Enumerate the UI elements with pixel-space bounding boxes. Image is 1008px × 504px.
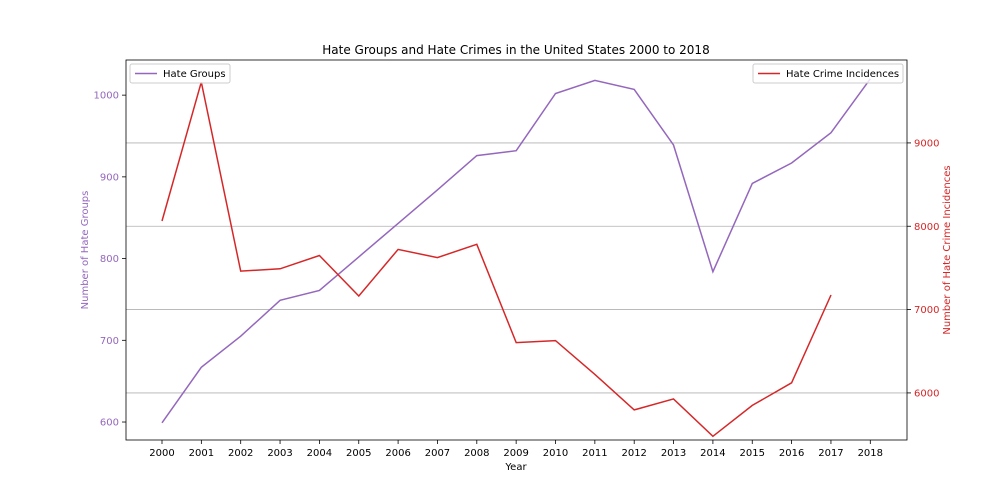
legend-hate-crimes: Hate Crime Incidences [752,63,904,84]
legend-label-hate-crimes: Hate Crime Incidences [786,69,899,80]
right-axis: 6000 7000 8000 9000 [907,138,939,399]
x-tick-label: 2012 [621,448,646,459]
left-axis: 600 700 800 900 1000 [94,91,126,429]
legend-hate-groups: Hate Groups [129,63,231,84]
left-tick-label: 700 [100,336,119,347]
gridlines [126,142,907,394]
left-axis-label: Number of Hate Groups [80,191,91,310]
series-line-hate-groups [161,78,871,424]
series-line-hate-crime-incidences [161,81,832,438]
x-tick-label: 2014 [700,448,725,459]
left-tick-label: 600 [100,418,119,429]
x-tick-label: 2015 [740,448,765,459]
x-tick-label: 2011 [582,448,607,459]
chart-title: Hate Groups and Hate Crimes in the Unite… [322,43,709,57]
left-tick-label: 900 [100,172,119,183]
x-tick-label: 2001 [189,448,214,459]
x-tick-label: 2000 [149,448,174,459]
x-tick-label: 2009 [503,448,528,459]
x-axis-label: Year [504,462,527,473]
right-tick-label: 7000 [914,305,939,316]
left-tick-label: 800 [100,254,119,265]
legend-label-hate-groups: Hate Groups [163,69,226,80]
series-lines [161,78,871,438]
x-axis: 2000 2001 2002 2003 2004 2005 2006 2007 2008 2009… [149,440,883,459]
x-tick-label: 2010 [543,448,568,459]
x-tick-label: 2008 [464,448,489,459]
left-tick-label: 1000 [94,91,119,102]
x-tick-label: 2017 [818,448,843,459]
x-tick-label: 2006 [385,448,410,459]
x-tick-label: 2018 [858,448,883,459]
x-tick-label: 2013 [661,448,686,459]
right-axis-label: Number of Hate Crime Incidences [942,165,953,334]
x-tick-label: 2005 [346,448,371,459]
right-tick-label: 8000 [914,222,939,233]
x-tick-label: 2007 [425,448,450,459]
x-tick-label: 2016 [779,448,804,459]
x-tick-label: 2004 [307,448,332,459]
x-tick-label: 2002 [228,448,253,459]
x-tick-label: 2003 [267,448,292,459]
right-tick-label: 9000 [914,138,939,149]
right-tick-label: 6000 [914,388,939,399]
